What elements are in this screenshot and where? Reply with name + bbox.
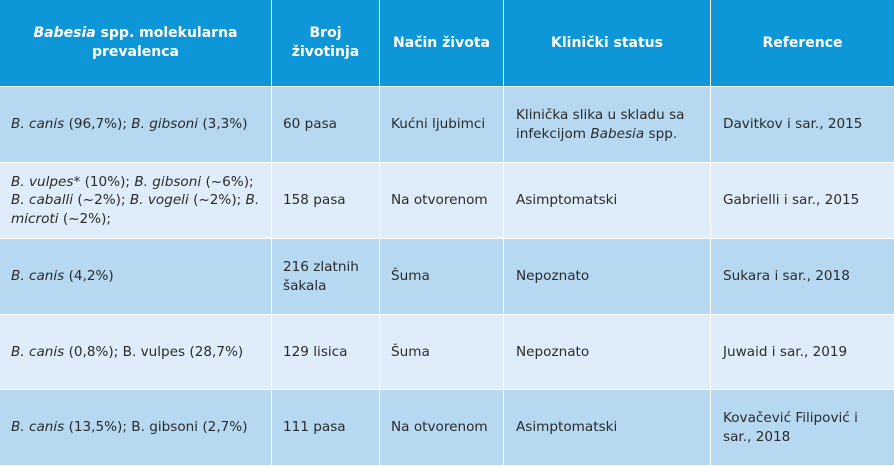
lifestyle-cell: Šuma [380,315,504,390]
lifestyle-cell: Na otvorenom [380,390,504,466]
clinical-status-text-run: Babesia [590,125,645,142]
clinical-status-text: Klinička slika u skladu sa infekcijom Ba… [516,106,704,143]
header-clinical-status-label: Klinički status [551,34,663,51]
reference-text: Davitkov i sar., 2015 [723,116,863,133]
reference-text: Kovačević Filipović i sar., 2018 [723,410,858,445]
clinical-status-text: Nepoznato [516,343,589,362]
clinical-status-text-run: Asimptomatski [516,419,618,436]
reference-text: Juwaid i sar., 2019 [723,343,848,360]
lifestyle-text: Na otvorenom [391,192,488,209]
prevalence-text-run: (3,3%) [198,116,248,133]
animal-count-text: 216 zlatnih šakala [283,259,359,294]
prevalence-text-run: (~2%); [73,192,130,209]
animal-count-cell: 60 pasa [272,87,380,163]
clinical-status-text-run: Asimptomatski [516,192,618,209]
prevalence-cell: B. vulpes* (10%); B. gibsoni (~6%); B. c… [0,163,272,239]
header-lifestyle-label: Način života [393,34,490,51]
prevalence-cell: B. canis (4,2%) [0,239,272,315]
prevalence-text-run: (4,2%) [64,268,114,285]
header-clinical-status: Klinički status [504,0,711,87]
clinical-status-cell: Nepoznato [504,239,711,315]
prevalence-text-run: B. canis [11,419,65,436]
lifestyle-text: Šuma [391,268,430,285]
animal-count-text: 158 pasa [283,192,346,209]
lifestyle-text: Na otvorenom [391,419,488,436]
animal-count-text: 129 lisica [283,343,348,360]
prevalence-text-run: B. vogeli [129,192,189,209]
clinical-status-text: Asimptomatski [516,191,617,210]
prevalence-text-run: (0,8%); B. vulpes (28,7%) [64,343,244,360]
reference-cell: Juwaid i sar., 2019 [711,315,894,390]
header-lifestyle: Način života [380,0,504,87]
clinical-status-text-run: spp. [644,125,678,142]
header-reference: Reference [711,0,894,87]
lifestyle-cell: Šuma [380,239,504,315]
header-animal-count-label: Broj životinja [291,25,360,60]
reference-cell: Davitkov i sar., 2015 [711,87,894,163]
reference-cell: Kovačević Filipović i sar., 2018 [711,390,894,466]
animal-count-cell: 216 zlatnih šakala [272,239,380,315]
prevalence-text: B. canis (4,2%) [11,267,114,286]
prevalence-text: B. canis (13,5%); B. gibsoni (2,7%) [11,418,248,437]
header-animal-count: Broj životinja [272,0,380,87]
clinical-status-cell: Asimptomatski [504,163,711,239]
prevalence-text-run: (~2%); [58,210,111,227]
prevalence-cell: B. canis (96,7%); B. gibsoni (3,3%) [0,87,272,163]
header-reference-label: Reference [762,34,843,51]
prevalence-text-run: B. gibsoni [131,116,199,133]
lifestyle-cell: Kućni ljubimci [380,87,504,163]
header-prevalence: Babesia spp. molekularna prevalenca [0,0,272,87]
clinical-status-text: Nepoznato [516,267,589,286]
lifestyle-text: Šuma [391,343,430,360]
lifestyle-cell: Na otvorenom [380,163,504,239]
reference-text: Gabrielli i sar., 2015 [723,192,860,209]
clinical-status-cell: Asimptomatski [504,390,711,466]
clinical-status-cell: Nepoznato [504,315,711,390]
prevalence-text-run: (~2%); [188,192,246,209]
prevalence-text-run: B. caballi [11,192,74,209]
header-prevalence-rest: spp. molekularna prevalenca [91,25,238,60]
prevalence-text-run: B. vulpes [11,173,74,190]
prevalence-text-run: B. gibsoni [134,173,202,190]
header-prevalence-genus: Babesia [33,25,96,41]
reference-cell: Gabrielli i sar., 2015 [711,163,894,239]
prevalence-text-run: B. canis [11,268,65,285]
prevalence-text-run: (13,5%); B. gibsoni (2,7%) [64,419,248,436]
reference-text: Sukara i sar., 2018 [723,268,850,285]
prevalence-text-run: B. microti [11,192,260,227]
lifestyle-text: Kućni ljubimci [391,116,486,133]
prevalence-text-run: * (10%); [73,173,135,190]
prevalence-text-run: B. canis [11,343,65,360]
clinical-status-cell: Klinička slika u skladu sa infekcijom Ba… [504,87,711,163]
animal-count-text: 111 pasa [283,419,346,436]
clinical-status-text-run: Klinička slika u skladu sa infekcijom [516,107,685,142]
prevalence-text: B. canis (96,7%); B. gibsoni (3,3%) [11,115,248,134]
animal-count-cell: 158 pasa [272,163,380,239]
animal-count-cell: 129 lisica [272,315,380,390]
clinical-status-text-run: Nepoznato [516,268,590,285]
animal-count-text: 60 pasa [283,116,337,133]
animal-count-cell: 111 pasa [272,390,380,466]
reference-cell: Sukara i sar., 2018 [711,239,894,315]
prevalence-text-run: (~6%); [201,173,254,190]
prevalence-text-run: B. canis [11,116,65,133]
prevalence-text: B. canis (0,8%); B. vulpes (28,7%) [11,343,243,362]
clinical-status-text-run: Nepoznato [516,343,590,360]
clinical-status-text: Asimptomatski [516,418,617,437]
prevalence-cell: B. canis (0,8%); B. vulpes (28,7%) [0,315,272,390]
prevalence-text: B. vulpes* (10%); B. gibsoni (~6%); B. c… [11,173,265,229]
prevalence-cell: B. canis (13,5%); B. gibsoni (2,7%) [0,390,272,466]
prevalence-text-run: (96,7%); [64,116,132,133]
